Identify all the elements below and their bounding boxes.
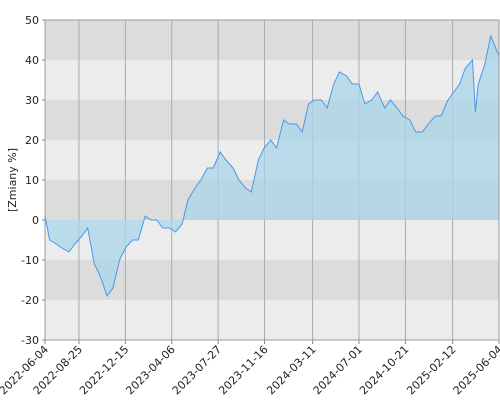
- y-tick-label: 10: [25, 174, 39, 187]
- y-tick-label: 40: [25, 54, 39, 67]
- y-tick-label: -30: [21, 334, 39, 347]
- y-tick-label: 50: [25, 14, 39, 27]
- grid-band: [45, 260, 499, 300]
- y-tick-label: 0: [32, 214, 39, 227]
- x-tick-label: 2024-10-21: [357, 343, 411, 397]
- y-tick-label: -10: [21, 254, 39, 267]
- plot-frame: [44, 19, 500, 341]
- x-tick-label: 2025-06-04: [451, 343, 500, 397]
- grid-band: [45, 60, 499, 100]
- y-axis-label: [Zmiany %]: [6, 148, 19, 212]
- area-fill: [45, 36, 499, 296]
- grid-band: [45, 20, 499, 60]
- x-tick-label: 2023-11-16: [216, 343, 270, 397]
- y-tick-label: 20: [25, 134, 39, 147]
- y-tick-label: -20: [21, 294, 39, 307]
- y-tick-label: 30: [25, 94, 39, 107]
- grid-band: [45, 300, 499, 340]
- line: [44, 34, 500, 298]
